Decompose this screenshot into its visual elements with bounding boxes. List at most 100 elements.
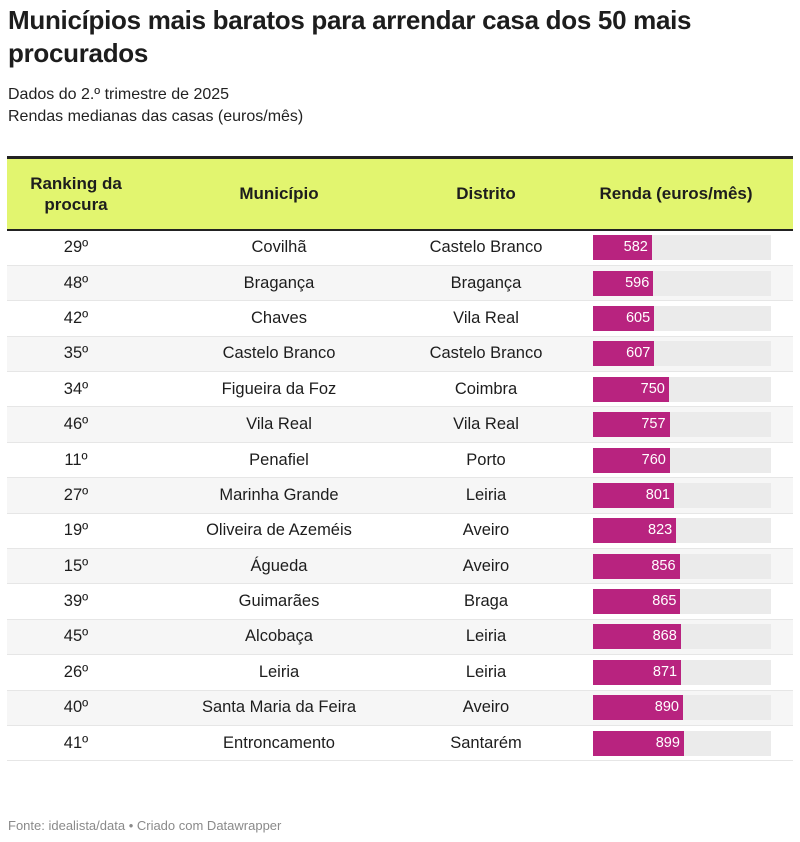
cell-renda: 899 xyxy=(559,725,793,760)
cell-distrito: Vila Real xyxy=(453,308,519,327)
bar-track: 760 xyxy=(593,447,771,473)
table-row: 15º Águeda Aveiro 856 xyxy=(7,548,793,584)
bar-track: 856 xyxy=(593,553,771,579)
renda-bar: 605 xyxy=(593,305,655,331)
cell-renda: 890 xyxy=(559,690,793,725)
bar-track: 871 xyxy=(593,659,771,685)
table-row: 45º Alcobaça Leiria 868 xyxy=(7,619,793,655)
cell-ranking: 19º xyxy=(63,521,89,540)
cell-ranking: 26º xyxy=(63,662,89,681)
renda-bar: 582 xyxy=(593,235,652,261)
cell-renda: 607 xyxy=(559,336,793,371)
cell-renda: 757 xyxy=(559,407,793,442)
renda-bar: 757 xyxy=(593,412,670,438)
bar-track: 801 xyxy=(593,482,771,508)
table-row: 41º Entroncamento Santarém 899 xyxy=(7,725,793,761)
cell-ranking: 45º xyxy=(63,627,89,646)
cell-distrito: Aveiro xyxy=(462,521,510,540)
table-header: Ranking da procura Município Distrito Re… xyxy=(7,156,793,231)
cell-municipio: Covilhã xyxy=(251,238,307,257)
bar-track: 890 xyxy=(593,695,771,721)
table-row: 46º Vila Real Vila Real 757 xyxy=(7,406,793,443)
cell-distrito: Leiria xyxy=(465,627,507,646)
cell-distrito: Vila Real xyxy=(453,415,519,434)
cell-distrito: Aveiro xyxy=(462,556,510,575)
cell-ranking: 11º xyxy=(64,450,88,469)
cell-municipio: Penafiel xyxy=(249,450,309,469)
cell-municipio: Bragança xyxy=(243,273,315,292)
table-row: 42º Chaves Vila Real 605 xyxy=(7,301,793,337)
cell-municipio: Oliveira de Azeméis xyxy=(206,521,352,540)
cell-distrito: Aveiro xyxy=(462,698,510,717)
cell-distrito: Porto xyxy=(466,450,506,469)
cell-renda: 605 xyxy=(559,301,793,336)
cell-distrito: Coimbra xyxy=(454,379,518,398)
cell-renda: 871 xyxy=(559,655,793,690)
data-table: Ranking da procura Município Distrito Re… xyxy=(7,156,793,761)
cell-distrito: Bragança xyxy=(450,273,522,292)
renda-bar: 823 xyxy=(593,518,677,544)
renda-bar: 607 xyxy=(593,341,655,367)
cell-ranking: 46º xyxy=(63,415,89,434)
table-row: 34º Figueira da Foz Coimbra 750 xyxy=(7,372,793,407)
cell-ranking: 29º xyxy=(63,238,89,257)
cell-renda: 865 xyxy=(559,584,793,619)
cell-renda: 750 xyxy=(559,372,793,407)
table-row: 48º Bragança Bragança 596 xyxy=(7,265,793,301)
column-header-ranking[interactable]: Ranking da procura xyxy=(7,156,145,231)
renda-bar: 760 xyxy=(593,447,670,473)
column-header-distrito[interactable]: Distrito xyxy=(413,156,559,231)
subtitle-period: Dados do 2.º trimestre de 2025 xyxy=(8,86,230,103)
cell-renda: 596 xyxy=(559,265,793,300)
cell-municipio: Marinha Grande xyxy=(219,485,339,504)
bar-track: 899 xyxy=(593,730,771,756)
renda-bar: 871 xyxy=(593,659,682,685)
renda-bar: 868 xyxy=(593,624,681,650)
cell-distrito: Santarém xyxy=(450,733,522,752)
cell-municipio: Alcobaça xyxy=(245,627,313,646)
table-row: 19º Oliveira de Azeméis Aveiro 823 xyxy=(7,513,793,549)
table-row: 11º Penafiel Porto 760 xyxy=(7,442,793,478)
cell-municipio: Castelo Branco xyxy=(222,344,336,363)
cell-renda: 823 xyxy=(559,513,793,548)
renda-bar: 899 xyxy=(593,730,684,756)
bar-track: 868 xyxy=(593,624,771,650)
renda-bar: 856 xyxy=(593,553,680,579)
renda-bar: 750 xyxy=(593,376,669,402)
renda-bar: 596 xyxy=(593,270,654,296)
bar-track: 757 xyxy=(593,412,771,438)
bar-track: 607 xyxy=(593,341,771,367)
cell-distrito: Castelo Branco xyxy=(429,344,543,363)
cell-ranking: 48º xyxy=(63,273,89,292)
cell-distrito: Leiria xyxy=(465,485,507,504)
table-row: 26º Leiria Leiria 871 xyxy=(7,655,793,691)
cell-municipio: Entroncamento xyxy=(223,733,335,752)
column-header-renda[interactable]: Renda (euros/mês) xyxy=(559,156,793,231)
cell-ranking: 27º xyxy=(63,485,89,504)
cell-distrito: Leiria xyxy=(465,662,507,681)
cell-distrito: Braga xyxy=(463,592,509,611)
column-header-municipio[interactable]: Município xyxy=(145,156,413,231)
table-row: 27º Marinha Grande Leiria 801 xyxy=(7,477,793,514)
renda-bar: 865 xyxy=(593,589,681,615)
bar-track: 750 xyxy=(593,376,771,402)
renda-bar: 890 xyxy=(593,695,683,721)
cell-ranking: 15º xyxy=(63,556,89,575)
renda-bar: 801 xyxy=(593,482,674,508)
cell-renda: 760 xyxy=(559,442,793,477)
cell-ranking: 40º xyxy=(63,698,89,717)
bar-track: 596 xyxy=(593,270,771,296)
cell-ranking: 41º xyxy=(63,733,89,752)
bar-track: 605 xyxy=(593,305,771,331)
cell-municipio: Águeda xyxy=(250,556,308,575)
cell-ranking: 35º xyxy=(63,344,89,363)
cell-municipio: Chaves xyxy=(251,308,307,327)
cell-distrito: Castelo Branco xyxy=(429,238,543,257)
table-row: 29º Covilhã Castelo Branco 582 xyxy=(7,230,793,266)
cell-municipio: Leiria xyxy=(258,662,300,681)
cell-renda: 868 xyxy=(559,619,793,654)
cell-municipio: Vila Real xyxy=(246,415,312,434)
cell-municipio: Figueira da Foz xyxy=(221,379,337,398)
cell-ranking: 34º xyxy=(63,379,89,398)
